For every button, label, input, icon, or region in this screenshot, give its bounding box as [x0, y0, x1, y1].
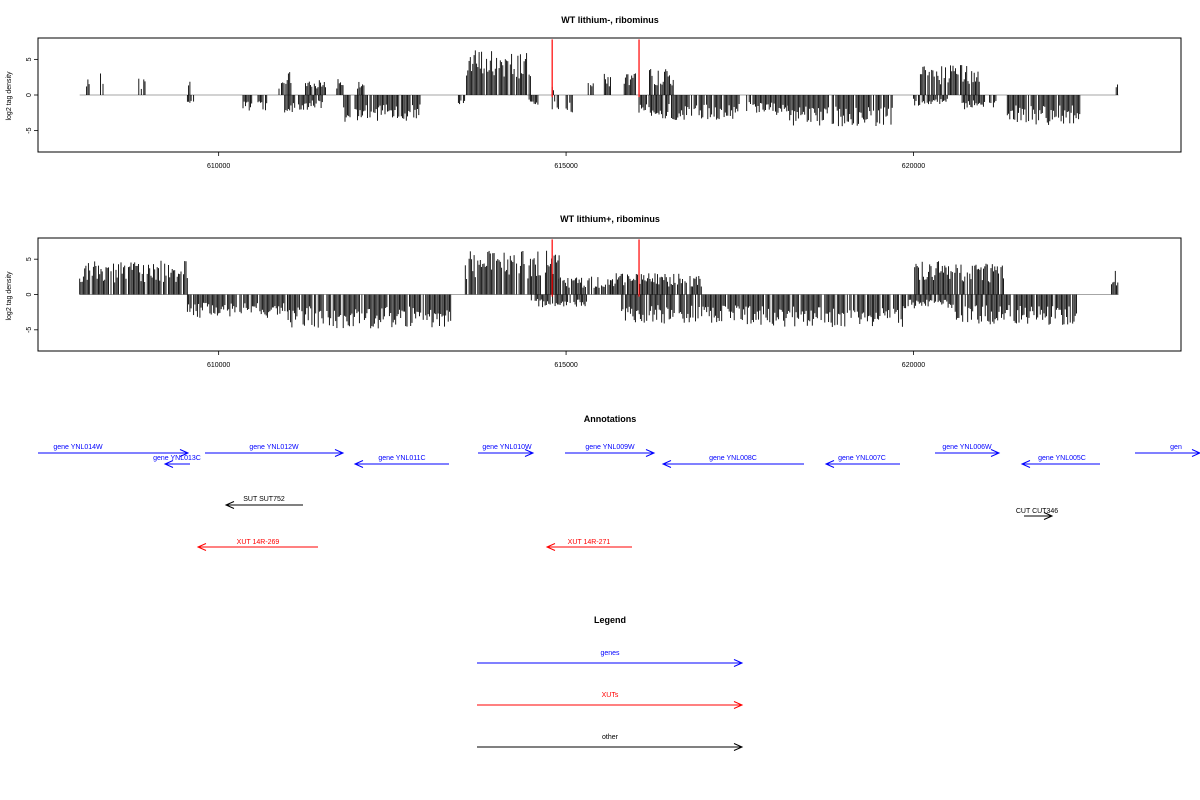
x-tick-label: 615000: [554, 362, 577, 369]
y-tick-label: -5: [26, 327, 33, 333]
annotation-label: CUT CUT346: [1016, 508, 1058, 515]
y-axis-label: log2 tag density: [6, 71, 13, 121]
arrowhead: [524, 449, 535, 457]
panel-title: WT lithium+, ribominus: [560, 214, 660, 224]
annotation-label: SUT SUT752: [243, 496, 285, 503]
arrowhead: [733, 659, 744, 667]
y-tick-label: 0: [26, 93, 33, 97]
annotation-feature: gene YNL008C: [661, 455, 804, 468]
annotation-feature: gene YNL014W: [38, 444, 190, 457]
density-bars: [86, 50, 1118, 127]
arrowhead: [661, 460, 672, 468]
arrowhead: [990, 449, 1001, 457]
density-bars: [79, 250, 1119, 329]
x-tick-label: 610000: [207, 362, 230, 369]
annotation-feature: CUT CUT346: [1016, 508, 1058, 520]
arrowhead: [179, 449, 190, 457]
annotation-feature: SUT SUT752: [224, 496, 303, 509]
y-tick-label: 5: [26, 57, 33, 61]
legend-panel: Legend genes XUTs other: [477, 615, 744, 751]
annotation-label: gene YNL012W: [249, 444, 299, 451]
arrowhead: [353, 460, 364, 468]
annotation-label: gene YNL008C: [709, 455, 757, 462]
arrowhead: [645, 449, 656, 457]
annotation-feature: gene YNL012W: [205, 444, 345, 457]
arrowhead: [733, 743, 744, 751]
arrowhead: [545, 543, 556, 551]
arrowhead: [1020, 460, 1031, 468]
x-tick-label: 610000: [207, 163, 230, 170]
annotation-label: gene YNL005C: [1038, 455, 1086, 462]
legend-label: XUTs: [602, 692, 619, 699]
annotation-label: gen: [1170, 444, 1182, 451]
annotation-label: gene YNL011C: [378, 455, 425, 462]
annotation-feature: gene YNL009W: [565, 444, 656, 457]
annotation-feature: gene YNL007C: [824, 455, 900, 468]
arrowhead: [334, 449, 345, 457]
annotation-label: gene YNL010W: [482, 444, 532, 451]
legend-item: other: [477, 734, 744, 751]
legend-label: genes: [600, 650, 620, 657]
legend-title: Legend: [594, 615, 626, 625]
y-tick-label: 0: [26, 292, 33, 296]
annotation-feature: gene YNL013C: [153, 455, 201, 468]
arrowhead: [733, 701, 744, 709]
arrowhead: [196, 543, 207, 551]
track-panel-lithium-minus: WT lithium-, ribominus log2 tag density …: [6, 15, 1182, 170]
annotation-label: gene YNL007C: [838, 455, 886, 462]
annotations-title: Annotations: [584, 414, 637, 424]
annotation-label: gene YNL006W: [942, 444, 992, 451]
arrowhead: [1043, 512, 1054, 520]
annotations-panel: Annotations gene YNL014W gene YNL013C gene…: [38, 414, 1200, 551]
panel-title: WT lithium-, ribominus: [561, 15, 659, 25]
annotation-feature: XUT 14R-269: [196, 539, 318, 551]
y-tick-label: -5: [26, 127, 33, 133]
arrowhead: [824, 460, 835, 468]
annotation-feature: gene YNL011C: [353, 455, 449, 468]
arrowhead: [163, 460, 174, 468]
annotation-label: gene YNL009W: [585, 444, 635, 451]
x-tick-label: 620000: [902, 163, 925, 170]
y-axis-label: log2 tag density: [6, 271, 13, 321]
annotation-label: XUT 14R-269: [237, 539, 280, 546]
x-tick-label: 615000: [554, 163, 577, 170]
annotation-feature: gene YNL010W: [478, 444, 535, 457]
x-tick-label: 620000: [902, 362, 925, 369]
annotation-label: gene YNL014W: [53, 444, 103, 451]
annotation-label: XUT 14R-271: [568, 539, 611, 546]
legend-item: genes: [477, 650, 744, 667]
legend-label: other: [602, 734, 619, 741]
legend-item: XUTs: [477, 692, 744, 709]
annotation-feature: gene YNL005C: [1020, 455, 1100, 468]
y-tick-label: 5: [26, 257, 33, 261]
arrowhead: [1191, 449, 1200, 457]
annotation-feature: gen: [1135, 444, 1200, 457]
annotation-feature: gene YNL006W: [935, 444, 1001, 457]
annotation-feature: XUT 14R-271: [545, 539, 632, 551]
arrowhead: [224, 501, 235, 509]
track-panel-lithium-plus: WT lithium+, ribominus log2 tag density …: [6, 214, 1182, 369]
annotation-label: gene YNL013C: [153, 455, 201, 462]
